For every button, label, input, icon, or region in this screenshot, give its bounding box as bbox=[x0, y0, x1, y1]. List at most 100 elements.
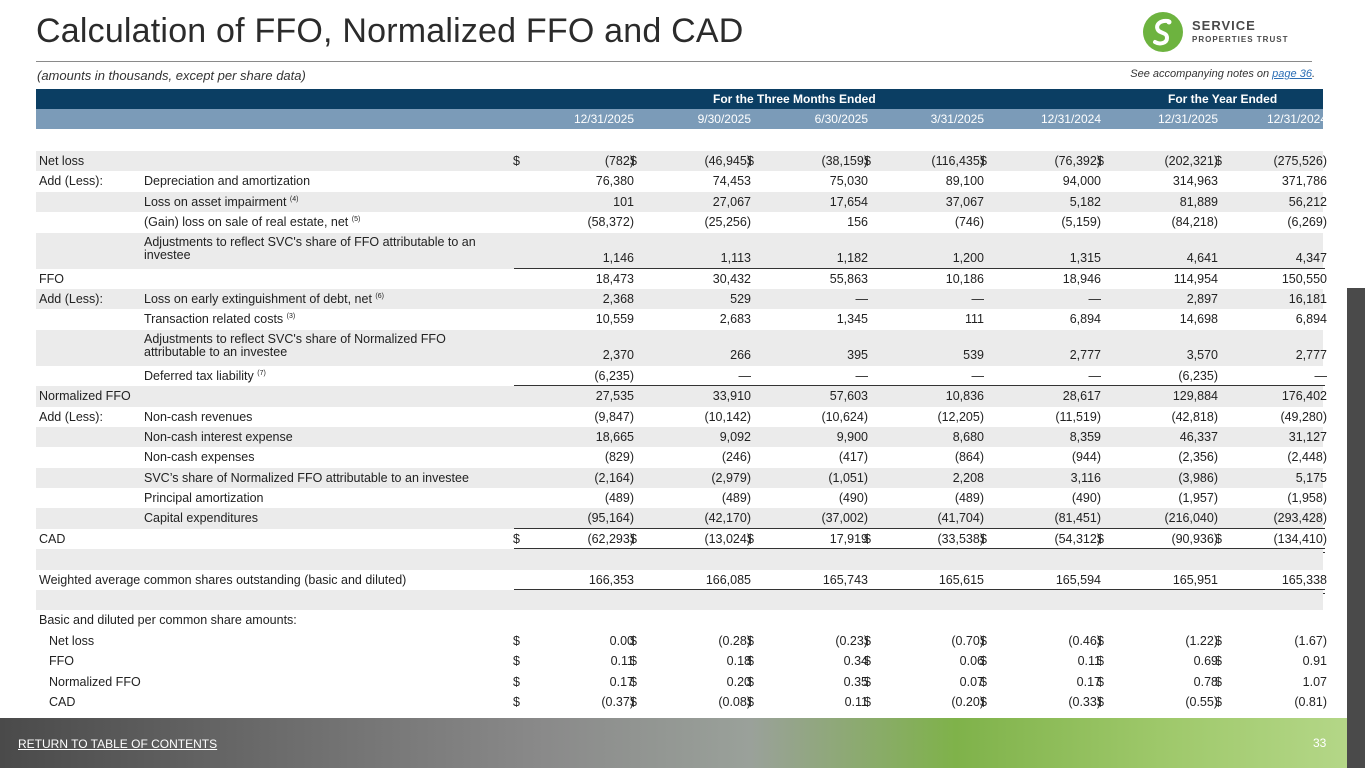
row-label: Basic and diluted per common share amoun… bbox=[39, 613, 297, 628]
value-cell: (2,448) bbox=[1287, 450, 1327, 465]
value-cell: 37,067 bbox=[945, 194, 984, 209]
table-row: Net loss 0.00 $ (0.28) $ (0.23) $ (0.70) $ (0.46)… bbox=[36, 631, 1327, 651]
value-cell: (417) bbox=[838, 450, 868, 465]
currency-symbol: $ bbox=[1215, 694, 1222, 709]
value-cell: (6,269) bbox=[1287, 215, 1327, 230]
value-cell: (246) bbox=[721, 450, 751, 465]
currency-symbol: $ bbox=[747, 633, 754, 648]
value-cell: 3,116 bbox=[1070, 470, 1101, 485]
row-label: FFO bbox=[39, 271, 64, 286]
currency-symbol: $ bbox=[630, 531, 637, 546]
value-cell: 18,946 bbox=[1062, 271, 1101, 286]
value-cell: 165,338 bbox=[1281, 572, 1327, 587]
value-cell: 89,100 bbox=[945, 174, 984, 189]
value-cell: (5,159) bbox=[1061, 215, 1101, 230]
value-cell: (76,392) bbox=[1054, 154, 1101, 168]
table-row: Basic and diluted per common share amoun… bbox=[36, 610, 1323, 630]
row-label: Add (Less): bbox=[39, 291, 103, 306]
value-cell: (0.33) bbox=[1068, 694, 1101, 709]
value-cell: 0.34 bbox=[843, 654, 868, 669]
currency-symbol: $ bbox=[1097, 531, 1104, 546]
table-row: Normalized FFO 27,535 33,910 57,603 10,836 28… bbox=[36, 386, 1327, 407]
row-sublabel-text: Loss on early extinguishment of debt, ne… bbox=[144, 291, 372, 306]
value-cell: 81,889 bbox=[1179, 194, 1218, 209]
table-spacer-row bbox=[36, 590, 1323, 611]
value-cell: 8,680 bbox=[952, 429, 984, 444]
currency-symbol: $ bbox=[1215, 154, 1222, 168]
subtotal-underline bbox=[514, 267, 632, 269]
column-header: 12/31/2024 bbox=[1040, 112, 1101, 126]
row-label: Net loss bbox=[39, 154, 85, 168]
page-title: Calculation of FFO, Normalized FFO and C… bbox=[36, 12, 744, 50]
row-sublabel: Adjustments to reflect SVC's share of FF… bbox=[144, 235, 494, 262]
return-to-toc-link[interactable]: RETURN TO TABLE OF CONTENTS bbox=[18, 737, 218, 751]
row-sublabel-text: Non-cash revenues bbox=[144, 409, 253, 424]
column-header: 12/31/2025 bbox=[1157, 112, 1218, 126]
value-cell: 27,535 bbox=[595, 389, 634, 404]
value-cell: (202,321) bbox=[1164, 154, 1218, 168]
value-cell: 0.91 bbox=[1302, 654, 1327, 669]
value-cell: (46,945) bbox=[704, 154, 751, 168]
row-sublabel: Non-cash revenues bbox=[144, 410, 252, 424]
value-cell: 1,200 bbox=[952, 250, 984, 265]
value-cell: 18,665 bbox=[595, 429, 634, 444]
currency-symbol: $ bbox=[1097, 694, 1104, 709]
subtotal-underline bbox=[1207, 527, 1325, 529]
table-spacer bbox=[36, 129, 1323, 151]
value-cell: (84,218) bbox=[1171, 215, 1218, 230]
value-cell: 74,453 bbox=[712, 174, 751, 189]
subtotal-underline bbox=[864, 527, 982, 529]
currency-symbol: $ bbox=[1215, 531, 1222, 546]
currency-symbol: $ bbox=[630, 633, 637, 648]
value-cell: 16,181 bbox=[1288, 291, 1327, 306]
column-header: 9/30/2025 bbox=[697, 112, 751, 126]
value-cell: 28,617 bbox=[1062, 389, 1101, 404]
currency-symbol: $ bbox=[747, 674, 754, 689]
row-sublabel-text: Non-cash interest expense bbox=[144, 429, 293, 444]
row-sublabel-text: Capital expenditures bbox=[144, 511, 258, 526]
subtotal-underline bbox=[1207, 267, 1325, 269]
value-cell: 0.17 bbox=[609, 674, 634, 689]
value-cell: 0.11 bbox=[610, 654, 634, 669]
subtotal-underline bbox=[748, 527, 866, 529]
table-row: Net loss (782) $ (46,945) $ (38,159) $ (116,435… bbox=[36, 151, 1327, 172]
value-cell: 4,347 bbox=[1295, 250, 1327, 265]
value-cell: 10,186 bbox=[945, 271, 984, 286]
value-cell: — bbox=[738, 368, 752, 383]
value-cell: (54,312) bbox=[1054, 531, 1101, 546]
value-cell: 2,208 bbox=[952, 470, 984, 485]
value-cell: (489) bbox=[604, 491, 634, 506]
logo-text-line2: PROPERTIES TRUST bbox=[1192, 35, 1289, 44]
column-header: 6/30/2025 bbox=[814, 112, 868, 126]
row-sublabel-text: Transaction related costs bbox=[144, 312, 284, 327]
value-cell: 1.07 bbox=[1302, 674, 1327, 689]
subtotal-underline bbox=[981, 267, 1099, 269]
currency-symbol: $ bbox=[747, 531, 754, 546]
table-row: Deferred tax liability (7) (6,235) — — — — (6,… bbox=[36, 366, 1327, 387]
currency-symbol: $ bbox=[513, 531, 520, 546]
value-cell: (90,936) bbox=[1171, 531, 1218, 546]
subtotal-underline bbox=[981, 385, 1099, 387]
value-cell: 1,345 bbox=[836, 312, 868, 327]
value-cell: 0.78 bbox=[1193, 674, 1218, 689]
row-sublabel-text: (Gain) loss on sale of real estate, net bbox=[144, 215, 349, 230]
notes-page-link[interactable]: page 36 bbox=[1272, 68, 1312, 80]
value-cell: 5,182 bbox=[1069, 194, 1101, 209]
value-cell: 10,559 bbox=[595, 312, 634, 327]
row-label: Net loss bbox=[49, 633, 95, 648]
value-cell: (1,958) bbox=[1287, 491, 1327, 506]
value-cell: (1.67) bbox=[1294, 633, 1327, 648]
row-sublabel-text: Principal amortization bbox=[144, 491, 264, 506]
row-label: FFO bbox=[49, 654, 74, 669]
value-cell: (0.46) bbox=[1068, 633, 1101, 648]
value-cell: (0.23) bbox=[835, 633, 868, 648]
currency-symbol: $ bbox=[864, 694, 871, 709]
row-sublabel: Deferred tax liability (7) bbox=[144, 369, 266, 383]
value-cell: 111 bbox=[964, 312, 984, 327]
value-cell: 0.18 bbox=[726, 654, 751, 669]
currency-symbol: $ bbox=[864, 674, 871, 689]
row-sublabel: Depreciation and amortization bbox=[144, 174, 310, 188]
subtotal-underline bbox=[1098, 385, 1216, 387]
value-cell: (42,818) bbox=[1171, 409, 1218, 424]
value-cell: (25,256) bbox=[704, 215, 751, 230]
